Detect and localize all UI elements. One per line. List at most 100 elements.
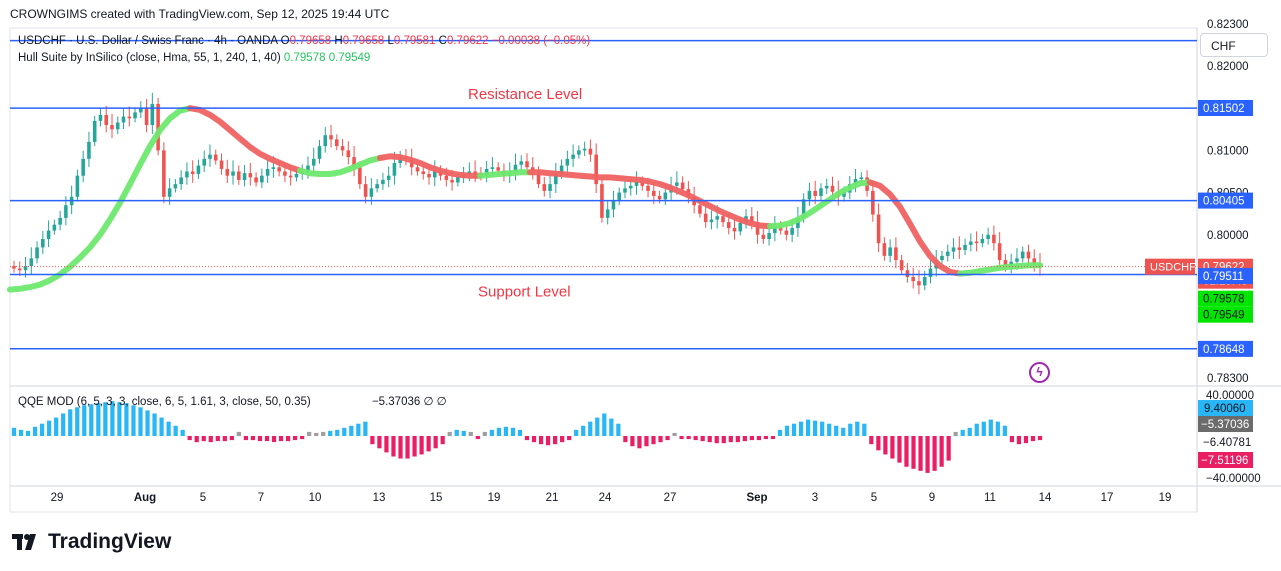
qqe-bar xyxy=(243,436,249,441)
qqe-bar xyxy=(300,436,305,440)
qqe-bar xyxy=(904,436,909,467)
qqe-bar xyxy=(166,421,171,436)
qqe-bar xyxy=(728,436,733,443)
candle xyxy=(709,210,714,230)
candle-body xyxy=(81,158,85,176)
candle-body xyxy=(871,190,875,215)
qqe-bar xyxy=(138,407,143,436)
qqe-bar xyxy=(61,413,66,436)
price-label-box xyxy=(1198,268,1253,285)
qqe-bar xyxy=(1002,425,1007,436)
candle-body xyxy=(698,205,702,214)
qqe-bar xyxy=(763,436,769,440)
candle xyxy=(29,247,34,275)
ohlc-legend: USDCHF · U.S. Dollar / Swiss Franc · 4h … xyxy=(18,35,590,47)
candle xyxy=(190,160,195,183)
qqe-bar xyxy=(862,423,867,436)
time-axis-tick: 3 xyxy=(812,492,818,504)
candle-body xyxy=(288,175,293,178)
price-axis-tick: 0.80000 xyxy=(1207,230,1249,242)
candle-body xyxy=(98,114,103,121)
candle xyxy=(905,263,910,283)
candle-body xyxy=(957,247,962,250)
qqe-bar xyxy=(848,423,853,436)
candle-body xyxy=(237,171,241,180)
candle-body xyxy=(17,268,22,271)
candle-body xyxy=(104,114,109,126)
lightning-icon[interactable]: ϟ xyxy=(1029,362,1050,383)
candle xyxy=(577,145,581,159)
time-axis-tick: 5 xyxy=(200,492,206,504)
qqe-bar xyxy=(770,436,776,440)
qqe-bar xyxy=(180,429,185,436)
candle xyxy=(1020,246,1025,263)
hull-band-green xyxy=(767,179,873,230)
qqe-bar xyxy=(1016,436,1022,445)
candle-body xyxy=(928,268,933,277)
qqe-bar xyxy=(321,431,326,436)
candle-body xyxy=(271,167,276,169)
qqe-bar xyxy=(553,436,558,445)
qqe-bar xyxy=(820,421,825,436)
candle-body xyxy=(605,209,610,218)
qqe-bar xyxy=(644,436,649,447)
qqe-bar xyxy=(82,405,87,436)
qqe-bars-group xyxy=(11,401,1043,473)
candle xyxy=(963,238,967,255)
qqe-bar xyxy=(531,436,537,443)
hull-band-green xyxy=(297,155,383,177)
candle xyxy=(248,163,253,186)
candle-body xyxy=(732,228,737,232)
hull-price-label: 0.79549 xyxy=(1203,310,1245,322)
time-axis-tick: 17 xyxy=(1101,492,1114,504)
qqe-bar xyxy=(897,436,902,463)
qqe-bar xyxy=(482,431,487,436)
candle xyxy=(623,181,627,199)
candle-body xyxy=(179,177,183,185)
candle-body xyxy=(381,179,385,185)
candle xyxy=(41,230,45,254)
candle xyxy=(888,239,892,263)
candle xyxy=(127,106,132,127)
candle-body xyxy=(75,175,80,197)
candle-body xyxy=(859,177,864,180)
qqe-bar xyxy=(264,436,270,442)
candle xyxy=(334,134,339,151)
candle-body xyxy=(652,190,656,196)
candle-body xyxy=(115,122,120,130)
qqe-bar xyxy=(651,436,656,445)
qqe-bar xyxy=(433,436,438,449)
candle-body xyxy=(571,154,575,159)
qqe-bar xyxy=(876,436,881,451)
candle-body xyxy=(778,226,783,231)
candle xyxy=(185,162,189,185)
candle-body xyxy=(323,135,328,147)
qqe-bar xyxy=(18,429,24,436)
price-axis-tick: 0.78300 xyxy=(1207,373,1249,385)
candle-body xyxy=(265,168,270,176)
candle-body xyxy=(703,213,708,223)
candle xyxy=(542,177,547,197)
candle xyxy=(52,219,57,235)
qqe-bar xyxy=(510,427,516,436)
qqe-bar xyxy=(271,436,277,443)
candle xyxy=(260,168,264,189)
currency-button[interactable]: CHF xyxy=(1200,33,1268,57)
qqe-bar xyxy=(567,436,572,441)
candle xyxy=(761,228,766,244)
candle xyxy=(17,261,22,276)
candle-body xyxy=(876,214,881,244)
candle-body xyxy=(830,185,835,192)
candle-body xyxy=(490,167,495,169)
qqe-bar xyxy=(307,431,312,436)
qqe-bar xyxy=(173,425,178,436)
candle-body xyxy=(46,230,51,239)
qqe-bar xyxy=(440,436,445,445)
qqe-bar xyxy=(236,431,241,436)
candle xyxy=(554,162,558,194)
qqe-bar xyxy=(827,423,832,436)
qqe-axis-label: −5.37036 xyxy=(1201,419,1249,431)
candle-body xyxy=(127,116,132,119)
candle xyxy=(824,178,829,195)
